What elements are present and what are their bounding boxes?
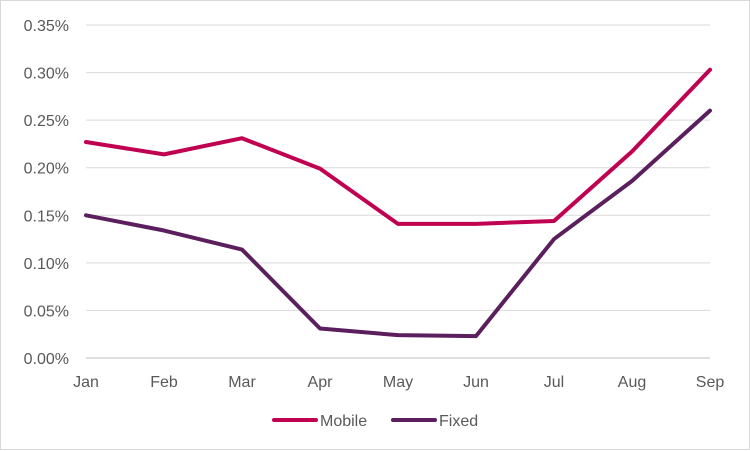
y-tick-label: 0.00% (24, 351, 69, 368)
legend-label: Fixed (439, 413, 478, 430)
x-tick-label: Jan (73, 374, 99, 391)
x-tick-label: May (383, 374, 413, 391)
y-tick-label: 0.30% (24, 66, 69, 83)
x-tick-label: Jul (544, 374, 564, 391)
x-tick-label: Apr (308, 374, 334, 391)
legend-label: Mobile (320, 413, 367, 430)
y-tick-label: 0.05% (24, 303, 69, 320)
x-axis-tick-labels: Jan Feb Mar Apr May Jun Jul Aug Sep (73, 374, 724, 391)
y-tick-label: 0.25% (24, 113, 69, 130)
y-axis-tick-labels: 0.00% 0.05% 0.10% 0.15% 0.20% 0.25% 0.30% 0.35% (24, 18, 69, 368)
series-lines (86, 70, 710, 337)
legend-item-mobile: Mobile (274, 413, 367, 430)
y-tick-label: 0.10% (24, 256, 69, 273)
series-mobile (86, 70, 710, 224)
x-tick-label: Mar (228, 374, 256, 391)
y-tick-label: 0.20% (24, 161, 69, 178)
y-tick-label: 0.15% (24, 208, 69, 225)
series-line-mobile (86, 70, 710, 224)
x-tick-label: Sep (696, 374, 725, 391)
legend-item-fixed: Fixed (393, 413, 478, 430)
legend: Mobile Fixed (274, 413, 478, 430)
y-tick-label: 0.35% (24, 18, 69, 35)
x-tick-label: Aug (618, 374, 646, 391)
x-tick-label: Feb (150, 374, 178, 391)
x-tick-label: Jun (463, 374, 489, 391)
